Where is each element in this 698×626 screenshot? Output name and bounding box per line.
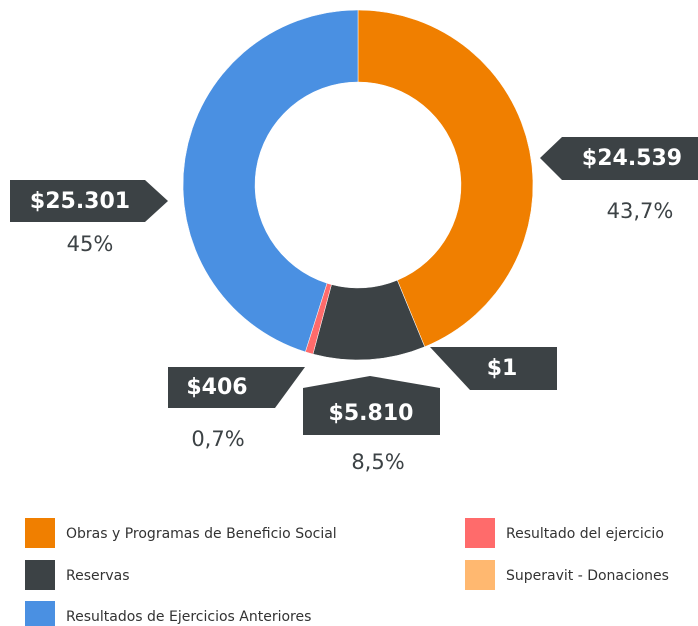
callout-box (10, 180, 168, 222)
legend-label: Resultados de Ejercicios Anteriores (66, 609, 311, 625)
callout-box (540, 137, 698, 180)
legend-swatch (25, 601, 55, 626)
legend-label: Resultado del ejercicio (506, 526, 664, 542)
percent-label: 43,7% (607, 199, 674, 223)
callout-box (303, 376, 440, 435)
legend-swatch (25, 560, 55, 590)
value-label: $1 (487, 356, 518, 381)
legend-swatch (25, 518, 55, 548)
legend-label: Reservas (66, 568, 130, 584)
callout-box (430, 347, 557, 390)
callout-box (168, 367, 305, 408)
legend-swatch (465, 518, 495, 548)
legend-label: Superavit - Donaciones (506, 568, 669, 584)
legend-label: Obras y Programas de Beneficio Social (66, 526, 337, 542)
percent-label: 45% (67, 232, 114, 256)
slice (357, 9, 534, 348)
legend-swatch (465, 560, 495, 590)
percent-label: 8,5% (351, 450, 404, 474)
percent-label: 0,7% (191, 427, 244, 451)
value-label: $406 (186, 375, 247, 400)
value-label: $24.539 (582, 146, 682, 171)
value-label: $5.810 (329, 401, 414, 426)
value-label: $25.301 (30, 189, 130, 214)
